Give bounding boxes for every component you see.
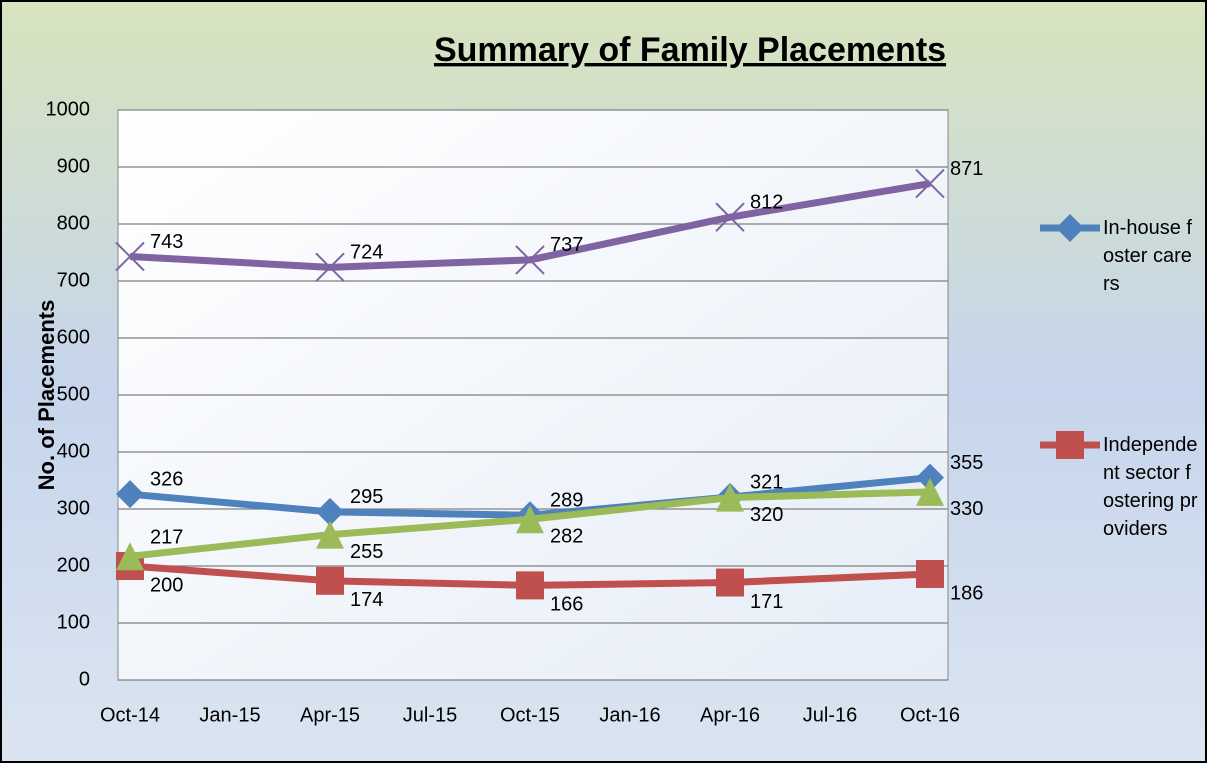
data-label: 812	[750, 191, 783, 213]
legend-label: Independent sector fostering providers	[1103, 434, 1198, 540]
x-tick-label: Jul-16	[803, 704, 857, 726]
point	[516, 571, 544, 600]
data-label: 174	[350, 589, 383, 611]
point	[1056, 431, 1084, 459]
point	[316, 566, 344, 595]
data-label: 255	[350, 541, 383, 563]
point	[915, 168, 945, 199]
x-tick-label: Jan-15	[199, 704, 260, 726]
data-label: 289	[550, 490, 583, 512]
y-tick-label: 1000	[46, 98, 91, 120]
data-label: 295	[350, 486, 383, 508]
point	[1056, 214, 1084, 242]
data-label: 355	[950, 452, 983, 474]
point	[515, 245, 545, 275]
data-label: 186	[950, 582, 983, 604]
point	[116, 542, 144, 571]
data-label: 321	[750, 471, 783, 493]
data-label: 320	[750, 504, 783, 526]
x-tick-label: Jul-15	[403, 704, 457, 726]
point	[115, 241, 145, 272]
point	[916, 477, 944, 506]
y-axis-label: No. of Placements	[34, 300, 59, 491]
data-label: 166	[550, 594, 583, 616]
data-label: 743	[150, 231, 183, 253]
chart-title: Summary of Family Placements	[434, 31, 946, 69]
y-tick-label: 300	[57, 497, 90, 519]
point	[116, 480, 144, 509]
x-tick-label: Jan-16	[599, 704, 660, 726]
y-tick-label: 400	[57, 440, 90, 462]
y-tick-label: 100	[57, 611, 90, 633]
point	[315, 252, 345, 283]
point	[716, 483, 744, 512]
y-tick-label: 500	[57, 383, 90, 405]
data-label: 217	[150, 527, 183, 549]
data-label: 737	[550, 234, 583, 256]
legend-label: In-house foster carers	[1103, 217, 1192, 295]
y-tick-label: 700	[57, 269, 90, 291]
point	[715, 202, 745, 232]
point	[316, 497, 344, 526]
point	[916, 463, 944, 492]
point	[916, 559, 944, 588]
data-label: 871	[950, 158, 983, 180]
point	[316, 520, 344, 549]
point	[716, 568, 744, 597]
x-tick-label: Oct-14	[100, 704, 160, 726]
y-tick-label: 600	[57, 326, 90, 348]
x-tick-label: Apr-16	[700, 704, 760, 726]
y-tick-label: 0	[79, 668, 90, 690]
data-label: 326	[150, 468, 183, 490]
y-tick-label: 800	[57, 212, 90, 234]
data-label: 200	[150, 574, 183, 596]
x-tick-label: Oct-15	[500, 704, 560, 726]
data-label: 171	[750, 591, 783, 613]
data-label: 724	[350, 242, 383, 264]
data-label: 282	[550, 526, 583, 548]
y-tick-label: 200	[57, 554, 90, 576]
y-tick-label: 900	[57, 155, 90, 177]
x-tick-label: Oct-16	[900, 704, 960, 726]
point	[516, 505, 544, 534]
x-tick-label: Apr-15	[300, 704, 360, 726]
data-label: 330	[950, 498, 983, 520]
